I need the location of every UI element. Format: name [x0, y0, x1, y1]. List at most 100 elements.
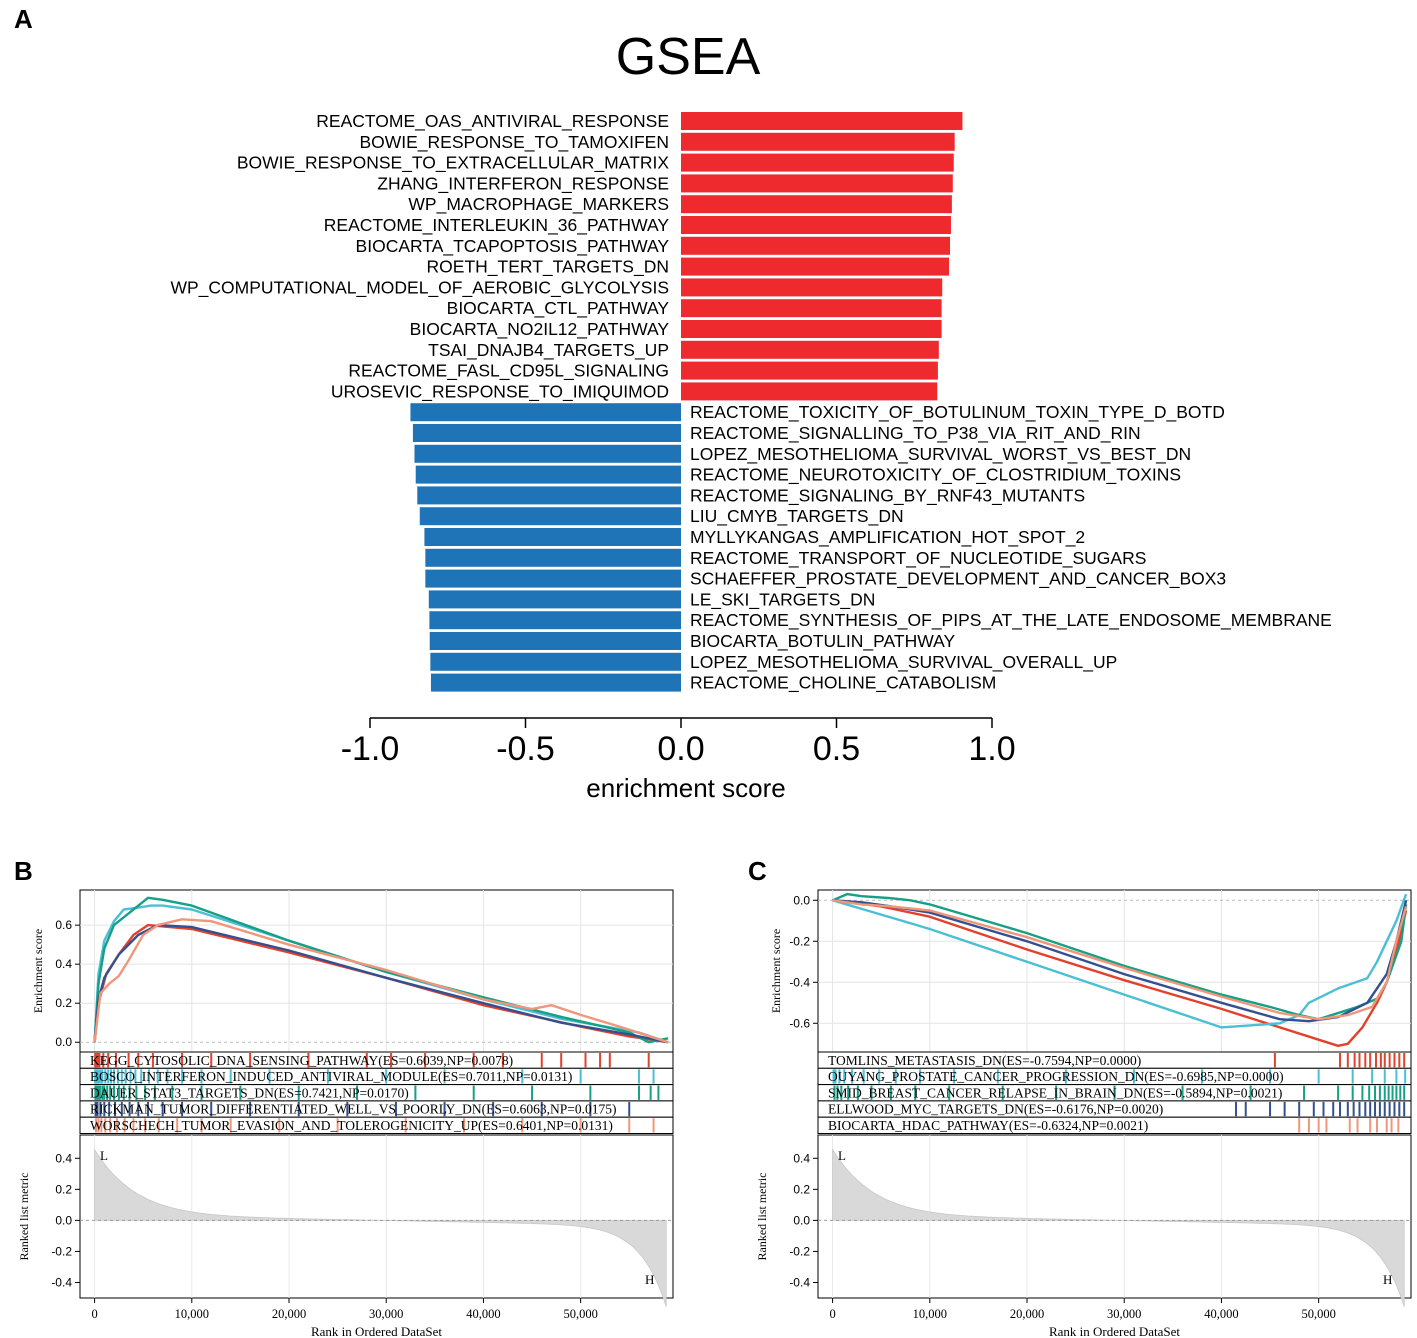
- bar-19: [417, 486, 681, 505]
- legend-label-3: DAUER_STAT3_TARGETS_DN(ES=0.7421,NP=0.01…: [90, 1085, 409, 1100]
- es-curve-3: [93, 896, 669, 1044]
- bar-5: [681, 195, 952, 214]
- es-y-tick-label-0: 0.0: [55, 1035, 72, 1049]
- es-y-tick-label-2: -0.2: [789, 934, 810, 948]
- bar-23: [425, 569, 681, 588]
- bar-label-4: ZHANG_INTERFERON_RESPONSE: [377, 173, 669, 194]
- bar-label-27: LOPEZ_MESOTHELIOMA_SURVIVAL_OVERALL_UP: [690, 652, 1117, 673]
- bar-4: [681, 174, 953, 193]
- bar-label-3: BOWIE_RESPONSE_TO_EXTRACELLULAR_MATRIX: [237, 153, 669, 174]
- chart-a-x-axis: -1.0 -0.5 0.0 0.5 1.0: [341, 717, 1016, 768]
- bar-21: [424, 528, 681, 546]
- x-axis-label: Rank in Ordered DataSet: [1049, 1324, 1180, 1338]
- bar-11: [681, 320, 942, 338]
- es-y-tick-label-1: 0.2: [55, 996, 72, 1010]
- bar-15: [410, 403, 681, 422]
- es-curve-1: [93, 923, 669, 1044]
- x-tick-label-4: 1.0: [968, 730, 1015, 768]
- bar-label-14: UROSEVIC_RESPONSE_TO_IMIQUIMOD: [331, 381, 669, 402]
- bar-label-2: BOWIE_RESPONSE_TO_TAMOXIFEN: [359, 132, 669, 153]
- es-curve-5: [832, 899, 1408, 1021]
- bar-18: [415, 465, 681, 484]
- es-curve-4: [832, 899, 1408, 1023]
- es-y-tick-label-3: 0.0: [793, 893, 810, 907]
- bar-label-23: SCHAEFFER_PROSTATE_DEVELOPMENT_AND_CANCE…: [690, 569, 1226, 590]
- bar-22: [425, 548, 681, 567]
- x-tick-label-1: -0.5: [496, 730, 555, 768]
- es-y-tick-label-0: -0.6: [789, 1016, 810, 1030]
- legend-label-4: ELLWOOD_MYC_TARGETS_DN(ES=-0.6176,NP=0.0…: [828, 1102, 1163, 1117]
- legend-label-3: SMID_BREAST_CANCER_RELAPSE_IN_BRAIN_DN(E…: [828, 1085, 1282, 1100]
- ranked-y-tick-label-2: 0.0: [793, 1213, 810, 1227]
- ranked-y-tick-label-2: 0.0: [55, 1213, 72, 1227]
- bar-28: [430, 673, 681, 692]
- chart-a-bars: REACTOME_OAS_ANTIVIRAL_RESPONSEBOWIE_RES…: [170, 111, 1331, 694]
- bar-label-5: WP_MACROPHAGE_MARKERS: [408, 194, 669, 215]
- bar-20: [419, 507, 681, 526]
- bar-label-7: BIOCARTA_TCAPOPTOSIS_PATHWAY: [356, 236, 670, 257]
- ranked-y-tick-label-4: 0.4: [793, 1151, 810, 1165]
- bar-label-15: REACTOME_TOXICITY_OF_BOTULINUM_TOXIN_TYP…: [690, 402, 1225, 423]
- bar-label-11: BIOCARTA_NO2IL12_PATHWAY: [410, 319, 670, 340]
- ranked-y-tick-label-0: -0.4: [789, 1275, 810, 1289]
- bar-label-28: REACTOME_CHOLINE_CATABOLISM: [690, 673, 996, 694]
- x-tick-label-3: 30,000: [1107, 1307, 1141, 1321]
- x-tick-label-4: 40,000: [466, 1307, 500, 1321]
- bar-17: [414, 444, 681, 463]
- ranked-low-label: H: [645, 1272, 654, 1287]
- bar-12: [681, 340, 939, 359]
- bar-label-10: BIOCARTA_CTL_PATHWAY: [447, 298, 670, 319]
- ranked-y-tick-label-4: 0.4: [55, 1151, 72, 1165]
- x-axis-label: Rank in Ordered DataSet: [311, 1324, 442, 1338]
- x-tick-label-5: 50,000: [1301, 1307, 1335, 1321]
- legend-label-2: BOSCO_INTERFERON_INDUCED_ANTIVIRAL_MODUL…: [90, 1069, 572, 1084]
- legend-label-4: RICKMAN_TUMOR_DIFFERENTIATED_WELL_VS_POO…: [90, 1102, 617, 1117]
- bar-13: [681, 361, 938, 380]
- hit-strip-5: [817, 1116, 1412, 1134]
- x-tick-label-4: 40,000: [1204, 1307, 1238, 1321]
- ranked-y-tick-label-3: 0.2: [793, 1182, 810, 1196]
- es-y-axis-label: Enrichment score: [769, 929, 783, 1013]
- ranked-plot-frame: [79, 1134, 674, 1299]
- bar-1: [681, 112, 963, 130]
- bar-2: [681, 132, 955, 151]
- legend-label-5: BIOCARTA_HDAC_PATHWAY(ES=-0.6324,NP=0.00…: [828, 1118, 1148, 1133]
- bar-label-24: LE_SKI_TARGETS_DN: [690, 589, 875, 610]
- es-curve-4: [93, 923, 669, 1044]
- ranked-plot-frame: [817, 1134, 1412, 1299]
- x-tick-label-3: 0.5: [813, 730, 860, 768]
- panel-label-a: A: [14, 4, 33, 34]
- panel-b-gsea-plot: 0.0 0.2 0.4 0.6 Enrichment score KEGG_CYTOSOL…: [17, 889, 674, 1338]
- x-tick-label-3: 30,000: [369, 1307, 403, 1321]
- bar-6: [681, 216, 951, 234]
- bar-24: [428, 590, 681, 609]
- ranked-y-axis-label: Ranked list metric: [755, 1173, 769, 1261]
- x-tick-label-1: 10,000: [913, 1307, 947, 1321]
- legend-label-1: KEGG_CYTOSOLIC_DNA_SENSING_PATHWAY(ES=0.…: [90, 1053, 513, 1068]
- es-curve-5: [93, 918, 669, 1044]
- bar-3: [681, 153, 954, 172]
- bar-26: [429, 632, 681, 650]
- panel-c-gsea-plot: -0.6 -0.4 -0.2 0.0 Enrichment score TOMLINS_M…: [755, 889, 1412, 1338]
- ranked-y-tick-label-0: -0.4: [51, 1275, 72, 1289]
- bar-label-20: LIU_CMYB_TARGETS_DN: [690, 506, 904, 527]
- bar-10: [681, 299, 942, 318]
- bar-label-8: ROETH_TERT_TARGETS_DN: [427, 257, 669, 278]
- legend-label-2: OUYANG_PROSTATE_CANCER_PROGRESSION_DN(ES…: [828, 1069, 1284, 1084]
- ranked-high-label: L: [838, 1148, 846, 1163]
- bar-label-16: REACTOME_SIGNALLING_TO_P38_VIA_RIT_AND_R…: [690, 423, 1141, 444]
- bar-label-21: MYLLYKANGAS_AMPLIFICATION_HOT_SPOT_2: [690, 527, 1085, 548]
- bar-8: [681, 257, 950, 276]
- es-y-tick-label-3: 0.6: [55, 918, 72, 932]
- bar-label-9: WP_COMPUTATIONAL_MODEL_OF_AEROBIC_GLYCOL…: [170, 277, 669, 298]
- bar-7: [681, 236, 951, 255]
- es-curve-3: [832, 892, 1408, 1021]
- ranked-y-tick-label-3: 0.2: [55, 1182, 72, 1196]
- chart-a-title: GSEA: [616, 28, 761, 86]
- x-tick-label-5: 50,000: [563, 1307, 597, 1321]
- bar-9: [681, 278, 943, 297]
- legend-label-5: WORSCHECH_TUMOR_EVASION_AND_TOLEROGENICI…: [90, 1118, 613, 1133]
- x-tick-label-0: -1.0: [341, 730, 400, 768]
- bar-label-18: REACTOME_NEUROTOXICITY_OF_CLOSTRIDIUM_TO…: [690, 465, 1181, 486]
